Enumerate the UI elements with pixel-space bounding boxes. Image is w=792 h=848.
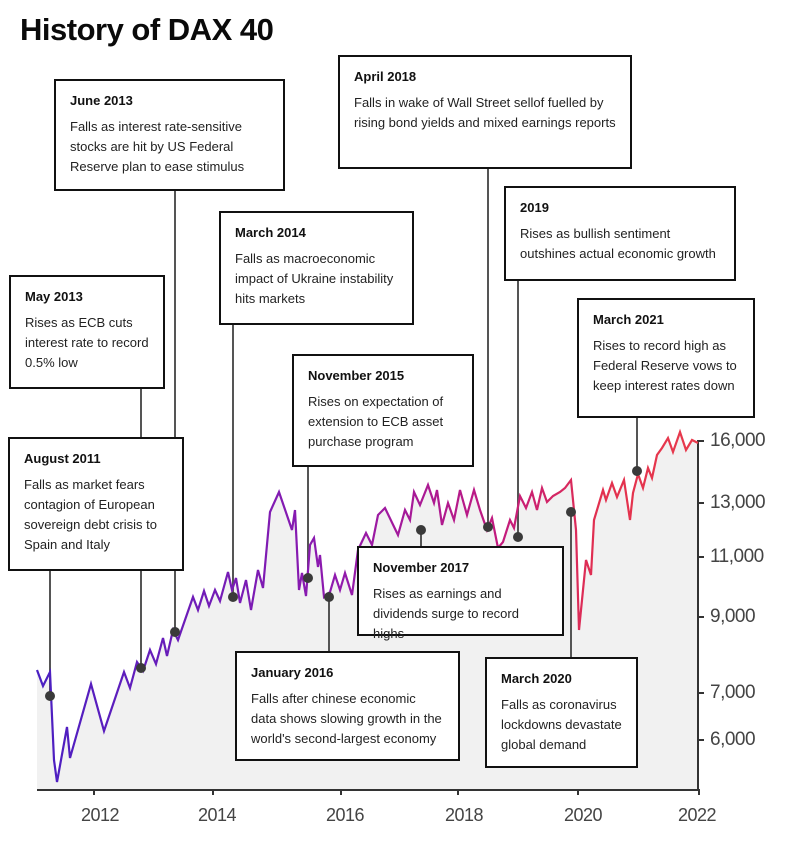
- annotation-may-2013: May 2013 Rises as ECB cuts interest rate…: [9, 275, 165, 389]
- annotation-date: April 2018: [354, 69, 417, 84]
- y-tick-label: 6,000: [710, 729, 756, 750]
- annotation-markers: [45, 466, 642, 701]
- y-tick-label: 11,000: [710, 546, 764, 567]
- annotation-november-2015: November 2015 Rises on expectation of ex…: [292, 354, 474, 467]
- annotation-january-2016: January 2016 Falls after chinese economi…: [235, 651, 460, 761]
- y-axis-ticks: [698, 440, 704, 741]
- annotation-2019: 2019 Rises as bullish sentiment outshine…: [504, 186, 736, 281]
- annotation-date: November 2015: [308, 368, 405, 383]
- annotation-text: Rises as ECB cuts interest rate to recor…: [25, 315, 149, 370]
- x-tick-label: 2014: [197, 805, 237, 825]
- annotation-date: March 2020: [501, 671, 572, 686]
- annotation-text: Falls as coronavirus lockdowns devastate…: [501, 697, 622, 752]
- y-tick-label: 7,000: [710, 682, 756, 703]
- annotation-june-2013: June 2013 Falls as interest rate-sensiti…: [54, 79, 285, 191]
- annotation-march-2021: March 2021 Rises to record high as Feder…: [577, 298, 755, 418]
- annotation-date: August 2011: [24, 451, 101, 466]
- annotation-text: Rises as earnings and dividends surge to…: [373, 586, 519, 641]
- chart-title: History of DAX 40: [20, 12, 274, 47]
- y-tick-label: 9,000: [710, 606, 756, 627]
- annotation-date: March 2014: [235, 225, 306, 240]
- annotation-text: Falls as interest rate-sensitive stocks …: [70, 119, 245, 174]
- x-axis-ticks: [93, 790, 700, 795]
- dax-line: [35, 428, 699, 783]
- annotation-march-2014: March 2014 Falls as macroeconomic impact…: [219, 211, 414, 325]
- annotation-date: May 2013: [25, 289, 83, 304]
- annotation-august-2011: August 2011 Falls as market fears contag…: [8, 437, 184, 571]
- x-tick-label: 2016: [325, 805, 365, 825]
- annotation-november-2017: November 2017 Rises as earnings and divi…: [357, 546, 564, 641]
- annotation-text: Rises as bullish sentiment outshines act…: [520, 226, 716, 261]
- x-tick-label: 2020: [563, 805, 603, 825]
- annotation-text: Falls as market fears contagion of Europ…: [24, 477, 157, 552]
- annotation-text: Falls as macroeconomic impact of Ukraine…: [235, 251, 394, 306]
- annotation-text: Rises to record high as Federal Reserve …: [593, 338, 737, 393]
- annotation-text: Rises on expectation of extension to ECB…: [308, 394, 444, 449]
- x-tick-label: 2022: [677, 805, 717, 825]
- y-tick-label: 13,000: [710, 492, 766, 513]
- annotation-march-2020: March 2020 Falls as coronavirus lockdown…: [485, 657, 638, 768]
- annotation-date: June 2013: [70, 93, 133, 108]
- x-tick-label: 2018: [444, 805, 484, 825]
- annotation-text: Falls in wake of Wall Street sellof fuel…: [354, 95, 616, 130]
- annotation-text: Falls after chinese economic data shows …: [251, 691, 442, 746]
- x-tick-label: 2012: [80, 805, 120, 825]
- y-tick-label: 16,000: [710, 430, 766, 451]
- annotation-date: 2019: [520, 200, 549, 215]
- annotation-date: March 2021: [593, 312, 664, 327]
- annotation-date: November 2017: [373, 560, 470, 575]
- annotation-april-2018: April 2018 Falls in wake of Wall Street …: [338, 55, 632, 169]
- annotation-date: January 2016: [251, 665, 334, 680]
